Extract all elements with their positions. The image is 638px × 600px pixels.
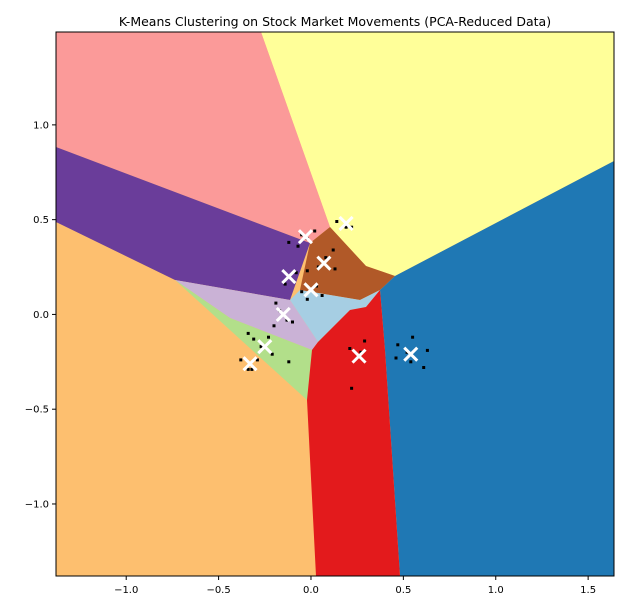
region-purple (56, 147, 310, 300)
data-point (363, 339, 367, 343)
data-point (331, 248, 335, 252)
data-point (270, 352, 274, 356)
data-point (300, 290, 304, 294)
data-point (411, 335, 415, 339)
data-point (274, 301, 278, 305)
centroid-marker (403, 346, 419, 362)
centroid-marker (275, 306, 291, 322)
x-tick-label: −1.0 (114, 585, 138, 596)
region-brown (300, 227, 395, 300)
region-blue (380, 161, 614, 576)
data-point (246, 367, 250, 371)
centroid-marker (303, 282, 319, 298)
y-tick-label: 0.5 (33, 215, 49, 226)
x-tick-label: 1.5 (580, 585, 596, 596)
data-point (350, 386, 354, 390)
data-point (250, 367, 254, 371)
region-red (307, 290, 400, 576)
x-axis: −1.0 −0.5 0.0 0.5 1.0 1.5 (114, 576, 596, 596)
y-tick-label: −1.0 (25, 499, 49, 510)
data-point (425, 348, 429, 352)
x-tick-label: 0.5 (395, 585, 411, 596)
data-point (267, 335, 270, 339)
centroid-marker (297, 229, 313, 245)
data-point (283, 282, 287, 286)
centroid-marker (338, 215, 354, 232)
data-point (313, 229, 317, 233)
data-point (333, 267, 337, 271)
data-point (348, 347, 352, 350)
data-point (294, 271, 298, 275)
centroid-marker (242, 356, 258, 372)
data-point (296, 244, 300, 248)
data-point (246, 331, 250, 335)
data-point (239, 358, 243, 362)
data-point (291, 320, 294, 324)
chart-title: K-Means Clustering on Stock Market Movem… (119, 14, 551, 29)
x-tick-label: 1.0 (488, 585, 504, 596)
data-point (287, 360, 291, 364)
region-light-green (175, 280, 312, 400)
data-point (409, 360, 413, 364)
data-point (394, 356, 398, 360)
region-light-blue (290, 290, 380, 342)
centroid-marker (351, 348, 367, 364)
region-pink (56, 32, 330, 243)
y-tick-label: 0.0 (33, 310, 49, 321)
data-point (252, 337, 256, 341)
data-point (324, 256, 328, 260)
data-point (335, 220, 339, 223)
centroid-marker (316, 255, 332, 271)
data-point (396, 343, 400, 347)
data-point (320, 294, 324, 297)
centroids (242, 215, 419, 372)
data-point (344, 225, 348, 229)
data-point (305, 269, 309, 273)
centroid-marker (281, 268, 297, 285)
region-yellow (261, 32, 614, 276)
data-point (287, 240, 291, 244)
y-axis: −1.0 −0.5 0.0 0.5 1.0 (25, 120, 56, 510)
data-point (259, 345, 263, 349)
data-point (305, 297, 309, 301)
y-tick-label: −0.5 (25, 405, 49, 416)
y-tick-label: 1.0 (33, 120, 49, 131)
region-lavender (175, 280, 318, 350)
data-point (272, 324, 276, 328)
plot-frame (55, 31, 615, 577)
centroid-marker (257, 339, 273, 355)
data-point (422, 366, 426, 369)
x-tick-label: 0.0 (303, 585, 319, 596)
data-point (255, 358, 259, 362)
x-tick-label: −0.5 (206, 585, 230, 596)
